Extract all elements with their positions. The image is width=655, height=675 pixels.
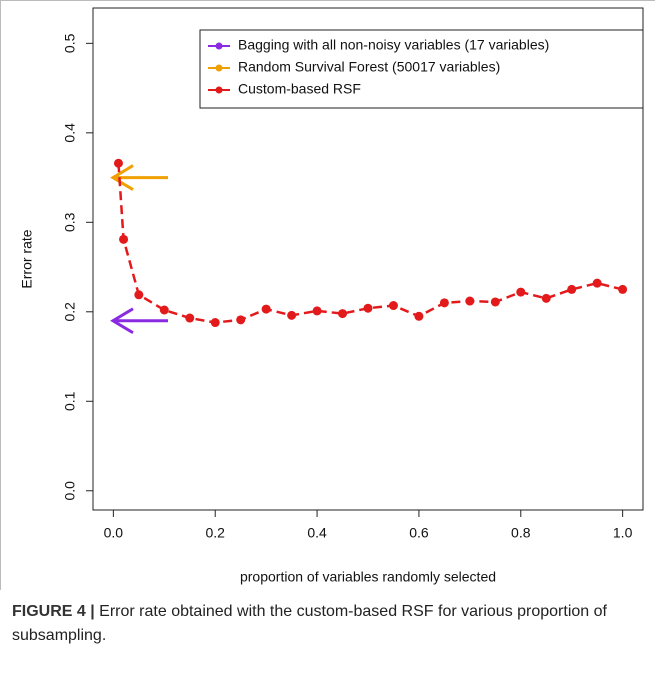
chart: proportion of variables randomly selecte… bbox=[0, 0, 655, 590]
point bbox=[592, 278, 602, 288]
series-line bbox=[117, 163, 623, 324]
caption-text: Error rate obtained with the custom-base… bbox=[12, 603, 607, 644]
point bbox=[210, 318, 220, 328]
point bbox=[388, 301, 398, 311]
x-tick-label: 0.8 bbox=[511, 525, 531, 541]
point bbox=[185, 313, 195, 323]
legend-label: Custom-based RSF bbox=[238, 81, 361, 97]
point bbox=[465, 296, 475, 306]
y-tick-label: 0.4 bbox=[62, 123, 78, 143]
point bbox=[363, 303, 373, 313]
arrow bbox=[110, 307, 168, 335]
legend-dot bbox=[215, 42, 223, 50]
point bbox=[490, 297, 500, 307]
y-tick-label: 0.3 bbox=[62, 212, 78, 232]
point bbox=[414, 311, 424, 321]
x-tick-label: 1.0 bbox=[613, 525, 633, 541]
y-tick-label: 0.0 bbox=[62, 481, 78, 501]
arrow bbox=[110, 164, 168, 191]
x-tick-label: 0.0 bbox=[104, 525, 124, 541]
caption: FIGURE 4 | Error rate obtained with the … bbox=[12, 600, 642, 648]
point bbox=[338, 309, 348, 319]
y-tick-label: 0.5 bbox=[62, 33, 78, 53]
point bbox=[541, 293, 551, 303]
legend-label: Random Survival Forest (50017 variables) bbox=[238, 59, 500, 75]
x-tick-label: 0.6 bbox=[409, 525, 429, 541]
y-tick-label: 0.2 bbox=[62, 302, 78, 322]
y-axis-title: Error rate bbox=[19, 229, 35, 288]
point bbox=[119, 234, 129, 244]
point bbox=[618, 284, 628, 294]
legend-label: Bagging with all non-noisy variables (17… bbox=[238, 37, 549, 53]
legend-box bbox=[199, 29, 644, 109]
point bbox=[159, 305, 169, 315]
point bbox=[287, 310, 297, 320]
legend-dot bbox=[215, 64, 223, 72]
plot-box bbox=[92, 7, 644, 511]
caption-label: FIGURE 4 | bbox=[12, 603, 95, 620]
point bbox=[516, 287, 526, 297]
point bbox=[261, 304, 271, 314]
y-tick-label: 0.1 bbox=[62, 391, 78, 411]
point bbox=[567, 284, 577, 294]
point bbox=[236, 315, 246, 325]
x-axis-title: proportion of variables randomly selecte… bbox=[240, 569, 496, 585]
point bbox=[312, 306, 322, 316]
x-tick-label: 0.2 bbox=[205, 525, 225, 541]
x-tick-label: 0.4 bbox=[307, 525, 327, 541]
point bbox=[439, 298, 449, 308]
point bbox=[113, 158, 123, 168]
point bbox=[134, 290, 144, 300]
legend-dot bbox=[215, 86, 223, 94]
